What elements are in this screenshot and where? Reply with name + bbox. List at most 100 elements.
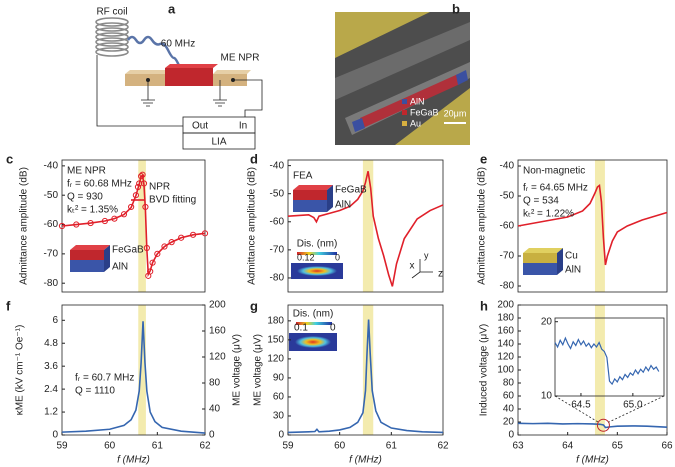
x-tick-label: 61 xyxy=(386,441,398,452)
y-axis-label: Induced voltage (μV) xyxy=(479,324,490,416)
panel-label: a xyxy=(168,1,176,16)
y-tick-label: 60 xyxy=(503,391,515,402)
annotation: Q = 1110 xyxy=(75,386,115,397)
y-tick-label: -80 xyxy=(500,281,515,292)
annotation: Dis. (nm) xyxy=(297,239,338,250)
annotation: y xyxy=(424,250,429,260)
y-tick-label: -70 xyxy=(500,251,515,262)
annotation: Q = 534 xyxy=(523,196,559,207)
y-axis-label: Admittance amplitude (dB) xyxy=(19,167,30,285)
legend-label: BVD fitting xyxy=(149,195,196,206)
y-tick-label: -50 xyxy=(44,190,59,201)
y2-axis-label: ME voltage (μV) xyxy=(232,334,243,406)
y-tick-label: -60 xyxy=(44,219,59,230)
annotation: Dis. (nm) xyxy=(293,309,334,320)
y-tick-label: -40 xyxy=(44,161,59,172)
schematic: RF coil 60 MHz ME NPR Out In LIA xyxy=(95,7,263,150)
y-tick-label: 140 xyxy=(497,339,514,350)
freq-label: 60 MHz xyxy=(161,39,195,50)
data-line xyxy=(517,422,668,429)
x-tick-label: 62 xyxy=(437,441,449,452)
y-tick-label: 6 xyxy=(52,315,58,326)
y2-tick-label: 120 xyxy=(209,352,226,363)
data-line xyxy=(61,321,206,434)
y2-tick-label: 40 xyxy=(209,404,221,415)
data-point xyxy=(161,243,168,250)
annotation: ME NPR xyxy=(67,166,106,177)
data-point xyxy=(120,211,128,218)
x-axis-label: f (MHz) xyxy=(349,455,382,466)
out-label: Out xyxy=(192,121,208,132)
annotation: 0 xyxy=(330,323,336,334)
data-line xyxy=(517,184,668,266)
data-line xyxy=(61,173,206,278)
y-tick-label: -80 xyxy=(270,273,285,284)
x-tick-label: 64 xyxy=(562,441,574,452)
y-tick-label: 120 xyxy=(497,352,514,363)
y-axis-label: ME voltage (μV) xyxy=(253,334,264,406)
y-tick-label: 3.6 xyxy=(44,361,58,372)
y-tick-label: 80 xyxy=(503,378,515,389)
annotation: AlN xyxy=(112,262,128,273)
highlight-band xyxy=(362,305,374,435)
x-tick-label: 61 xyxy=(152,441,164,452)
annotation: AlN xyxy=(565,265,581,276)
y-tick-label: 4.8 xyxy=(44,338,58,349)
data-line xyxy=(287,171,444,287)
y-tick-label: 150 xyxy=(267,335,284,346)
x-tick-label: 65 xyxy=(612,441,624,452)
y-tick-label: 1.2 xyxy=(44,407,58,418)
y2-tick-label: 200 xyxy=(209,300,226,311)
annotation: FEA xyxy=(293,171,313,182)
highlight-band xyxy=(362,160,374,292)
annotation: 0.1 xyxy=(294,323,308,334)
y-axis-label: Admittance amplitude (dB) xyxy=(477,167,488,285)
panel-label: e xyxy=(480,151,487,166)
y-tick-label: 90 xyxy=(273,373,285,384)
inset-line xyxy=(554,336,660,386)
x-tick-label: 66 xyxy=(661,441,673,452)
y-tick-label: 0 xyxy=(278,430,284,441)
y-tick-label: -60 xyxy=(500,221,515,232)
highlight-band xyxy=(138,305,146,435)
y-tick-label: -70 xyxy=(44,249,59,260)
sem-legend: AlN xyxy=(410,96,425,106)
coil-label: RF coil xyxy=(96,7,127,18)
x-axis-label: f (MHz) xyxy=(576,455,609,466)
inset-x-tick-label: 65.0 xyxy=(623,400,643,411)
inset-x-tick-label: 64.5 xyxy=(571,400,591,411)
plot-frame xyxy=(287,304,444,436)
data-point xyxy=(168,239,175,246)
annotation: z xyxy=(438,269,443,280)
panel-label: c xyxy=(6,151,13,166)
y-tick-label: 30 xyxy=(273,411,285,422)
y-axis-label: Admittance amplitude (dB) xyxy=(247,167,258,285)
panel-label: h xyxy=(480,298,488,313)
annotation: 0.12 xyxy=(297,252,315,262)
sem-legend: Au xyxy=(410,118,421,128)
y-tick-label: -40 xyxy=(500,161,515,172)
annotation: fᵣ = 64.65 MHz xyxy=(523,183,588,194)
y2-tick-label: 80 xyxy=(209,378,221,389)
x-tick-label: 59 xyxy=(282,441,294,452)
x-tick-label: 59 xyxy=(56,441,68,452)
y-tick-label: -50 xyxy=(270,188,285,199)
inset-y-tick-label: 20 xyxy=(541,316,553,327)
highlight-band xyxy=(138,160,146,292)
annotation: Non-magnetic xyxy=(523,166,585,177)
y-tick-label: 2.4 xyxy=(44,384,58,395)
annotation: Cu xyxy=(565,251,578,262)
panel-label: d xyxy=(250,151,258,166)
x-axis-label: f (MHz) xyxy=(117,455,150,466)
data-line xyxy=(287,319,444,434)
annotation: FeGaB xyxy=(112,245,144,256)
legend-label: NPR xyxy=(149,182,170,193)
y2-tick-label: 0 xyxy=(209,430,215,441)
inset-y-tick-label: 10 xyxy=(541,391,553,402)
y-tick-label: 0 xyxy=(508,430,514,441)
sem-legend: FeGaB xyxy=(410,107,439,117)
in-label: In xyxy=(239,121,247,132)
annotation: fᵣ = 60.68 MHz xyxy=(67,179,132,190)
x-tick-label: 63 xyxy=(512,441,524,452)
